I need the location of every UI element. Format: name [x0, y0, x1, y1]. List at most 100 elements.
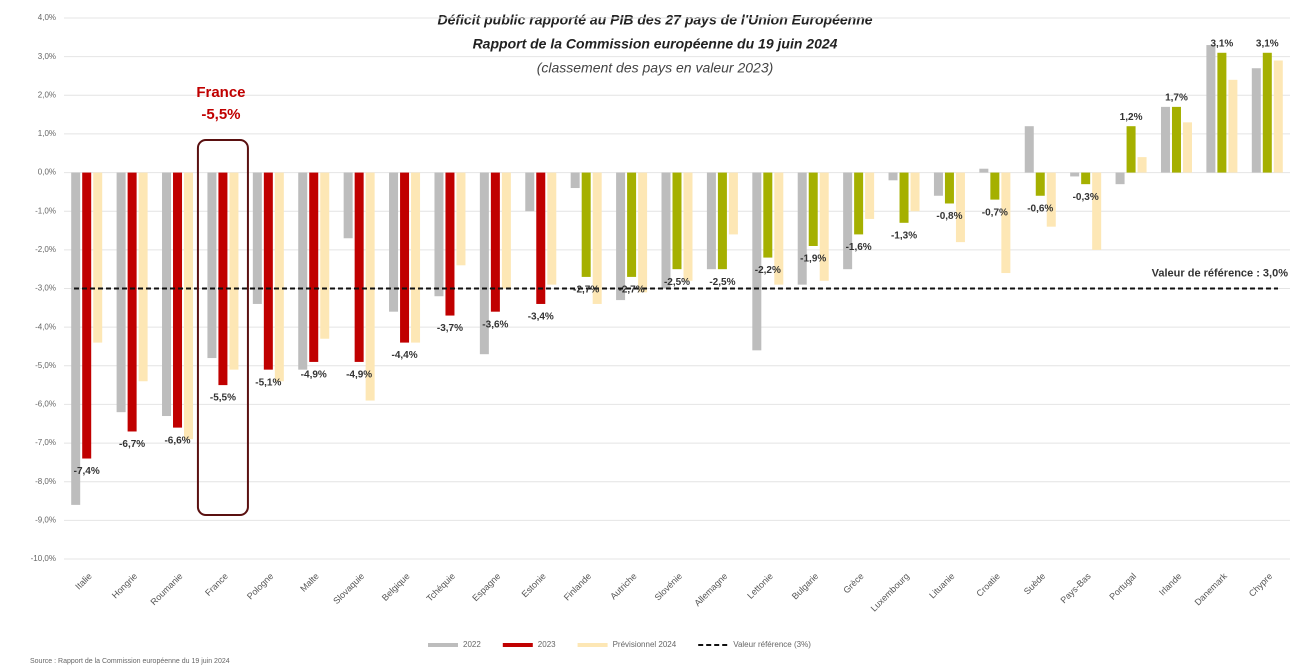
bar	[854, 172, 864, 235]
bar	[581, 172, 591, 277]
bar	[490, 172, 500, 312]
value-label: -0,6%	[1027, 203, 1053, 214]
bar	[638, 172, 648, 293]
bar	[263, 172, 273, 370]
bar	[1115, 172, 1125, 185]
bar	[899, 172, 909, 223]
y-tick-label: 2,0%	[38, 90, 56, 99]
legend-label: 2022	[463, 640, 481, 649]
x-tick-label: Italie	[73, 571, 94, 592]
bar	[207, 172, 217, 359]
legend-swatch	[428, 643, 458, 647]
x-tick-label: Pologne	[245, 571, 275, 601]
legend-swatch	[577, 643, 608, 647]
bar	[116, 172, 126, 413]
x-tick-label: Slovaquie	[331, 571, 366, 606]
y-tick-label: 0,0%	[38, 168, 56, 177]
bar	[536, 172, 546, 304]
x-tick-label: France	[203, 571, 230, 598]
bar	[1001, 172, 1011, 274]
bar	[683, 172, 693, 281]
bar	[162, 172, 172, 417]
bar	[71, 172, 81, 505]
bar	[1273, 60, 1283, 173]
x-tick-label: Allemagne	[692, 571, 729, 608]
value-label: -2,7%	[573, 285, 599, 296]
bar	[1182, 122, 1192, 173]
bar	[343, 172, 353, 239]
value-label: -6,7%	[119, 439, 145, 450]
annotation-value: -5,5%	[201, 106, 240, 123]
bar	[1251, 68, 1261, 173]
value-label: -2,5%	[709, 277, 735, 288]
bar	[365, 172, 375, 401]
bar	[627, 172, 637, 277]
value-label: -2,7%	[619, 285, 645, 296]
value-label: -0,8%	[936, 211, 962, 222]
y-tick-label: -9,0%	[35, 515, 56, 524]
x-tick-label: Espagne	[470, 571, 502, 603]
y-tick-label: -3,0%	[35, 284, 56, 293]
value-label: 1,7%	[1165, 93, 1188, 104]
bar	[592, 172, 602, 304]
legend-label: 2023	[538, 640, 556, 649]
chart-title: Déficit public rapporté au PIB des 27 pa…	[437, 12, 872, 28]
bar	[173, 172, 183, 428]
bar	[184, 172, 194, 440]
x-tick-label: Belgique	[380, 571, 412, 603]
bar	[320, 172, 330, 339]
x-tick-label: Irlande	[1157, 571, 1184, 598]
value-label: -1,3%	[891, 230, 917, 241]
bar	[570, 172, 580, 189]
bar	[1092, 172, 1102, 250]
value-label: -4,9%	[346, 370, 372, 381]
bar	[411, 172, 421, 343]
bar	[1035, 172, 1045, 196]
x-tick-label: Autriche	[608, 571, 638, 601]
value-label: -3,6%	[482, 319, 508, 330]
x-tick-label: Grèce	[841, 571, 865, 595]
bar	[298, 172, 308, 370]
bar	[843, 172, 853, 270]
bar	[672, 172, 682, 270]
bar	[616, 172, 626, 301]
x-tick-label: Suède	[1022, 571, 1047, 596]
bar	[1070, 172, 1080, 177]
bar	[888, 172, 898, 181]
bar	[445, 172, 455, 316]
x-tick-label: Chypre	[1247, 571, 1275, 599]
bar	[138, 172, 148, 382]
x-tick-label: Malte	[298, 571, 321, 594]
value-label: -1,9%	[800, 254, 826, 265]
x-tick-label: Hongrie	[110, 571, 139, 600]
bar	[1160, 106, 1170, 173]
bar	[774, 172, 784, 285]
bar	[752, 172, 762, 351]
legend-label: Prévisionnel 2024	[613, 640, 677, 649]
x-tick-label: Lettonie	[745, 571, 775, 601]
bar	[933, 172, 943, 196]
value-label: -1,6%	[846, 242, 872, 253]
value-label: -5,1%	[255, 377, 281, 388]
bar	[1217, 52, 1227, 173]
bar	[1024, 126, 1034, 173]
annotation-title: France	[196, 84, 245, 101]
x-tick-label: Pays-Bas	[1058, 571, 1093, 606]
x-tick-label: Roumanie	[149, 571, 185, 607]
bar	[797, 172, 807, 285]
bar	[990, 172, 1000, 200]
x-tick-label: Lituanie	[927, 571, 956, 600]
bar	[1262, 52, 1272, 173]
y-tick-label: -5,0%	[35, 361, 56, 370]
bar	[127, 172, 137, 432]
source: Source : Rapport de la Commission europé…	[30, 658, 230, 665]
y-tick-label: -10,0%	[31, 554, 56, 563]
y-tick-label: 1,0%	[38, 129, 56, 138]
bar	[955, 172, 965, 243]
value-label: -4,4%	[391, 350, 417, 361]
bar	[717, 172, 727, 270]
legend-swatch	[502, 643, 533, 647]
x-tick-label: Slovénie	[653, 571, 684, 602]
bar	[808, 172, 818, 246]
value-label: 3,1%	[1210, 38, 1233, 49]
